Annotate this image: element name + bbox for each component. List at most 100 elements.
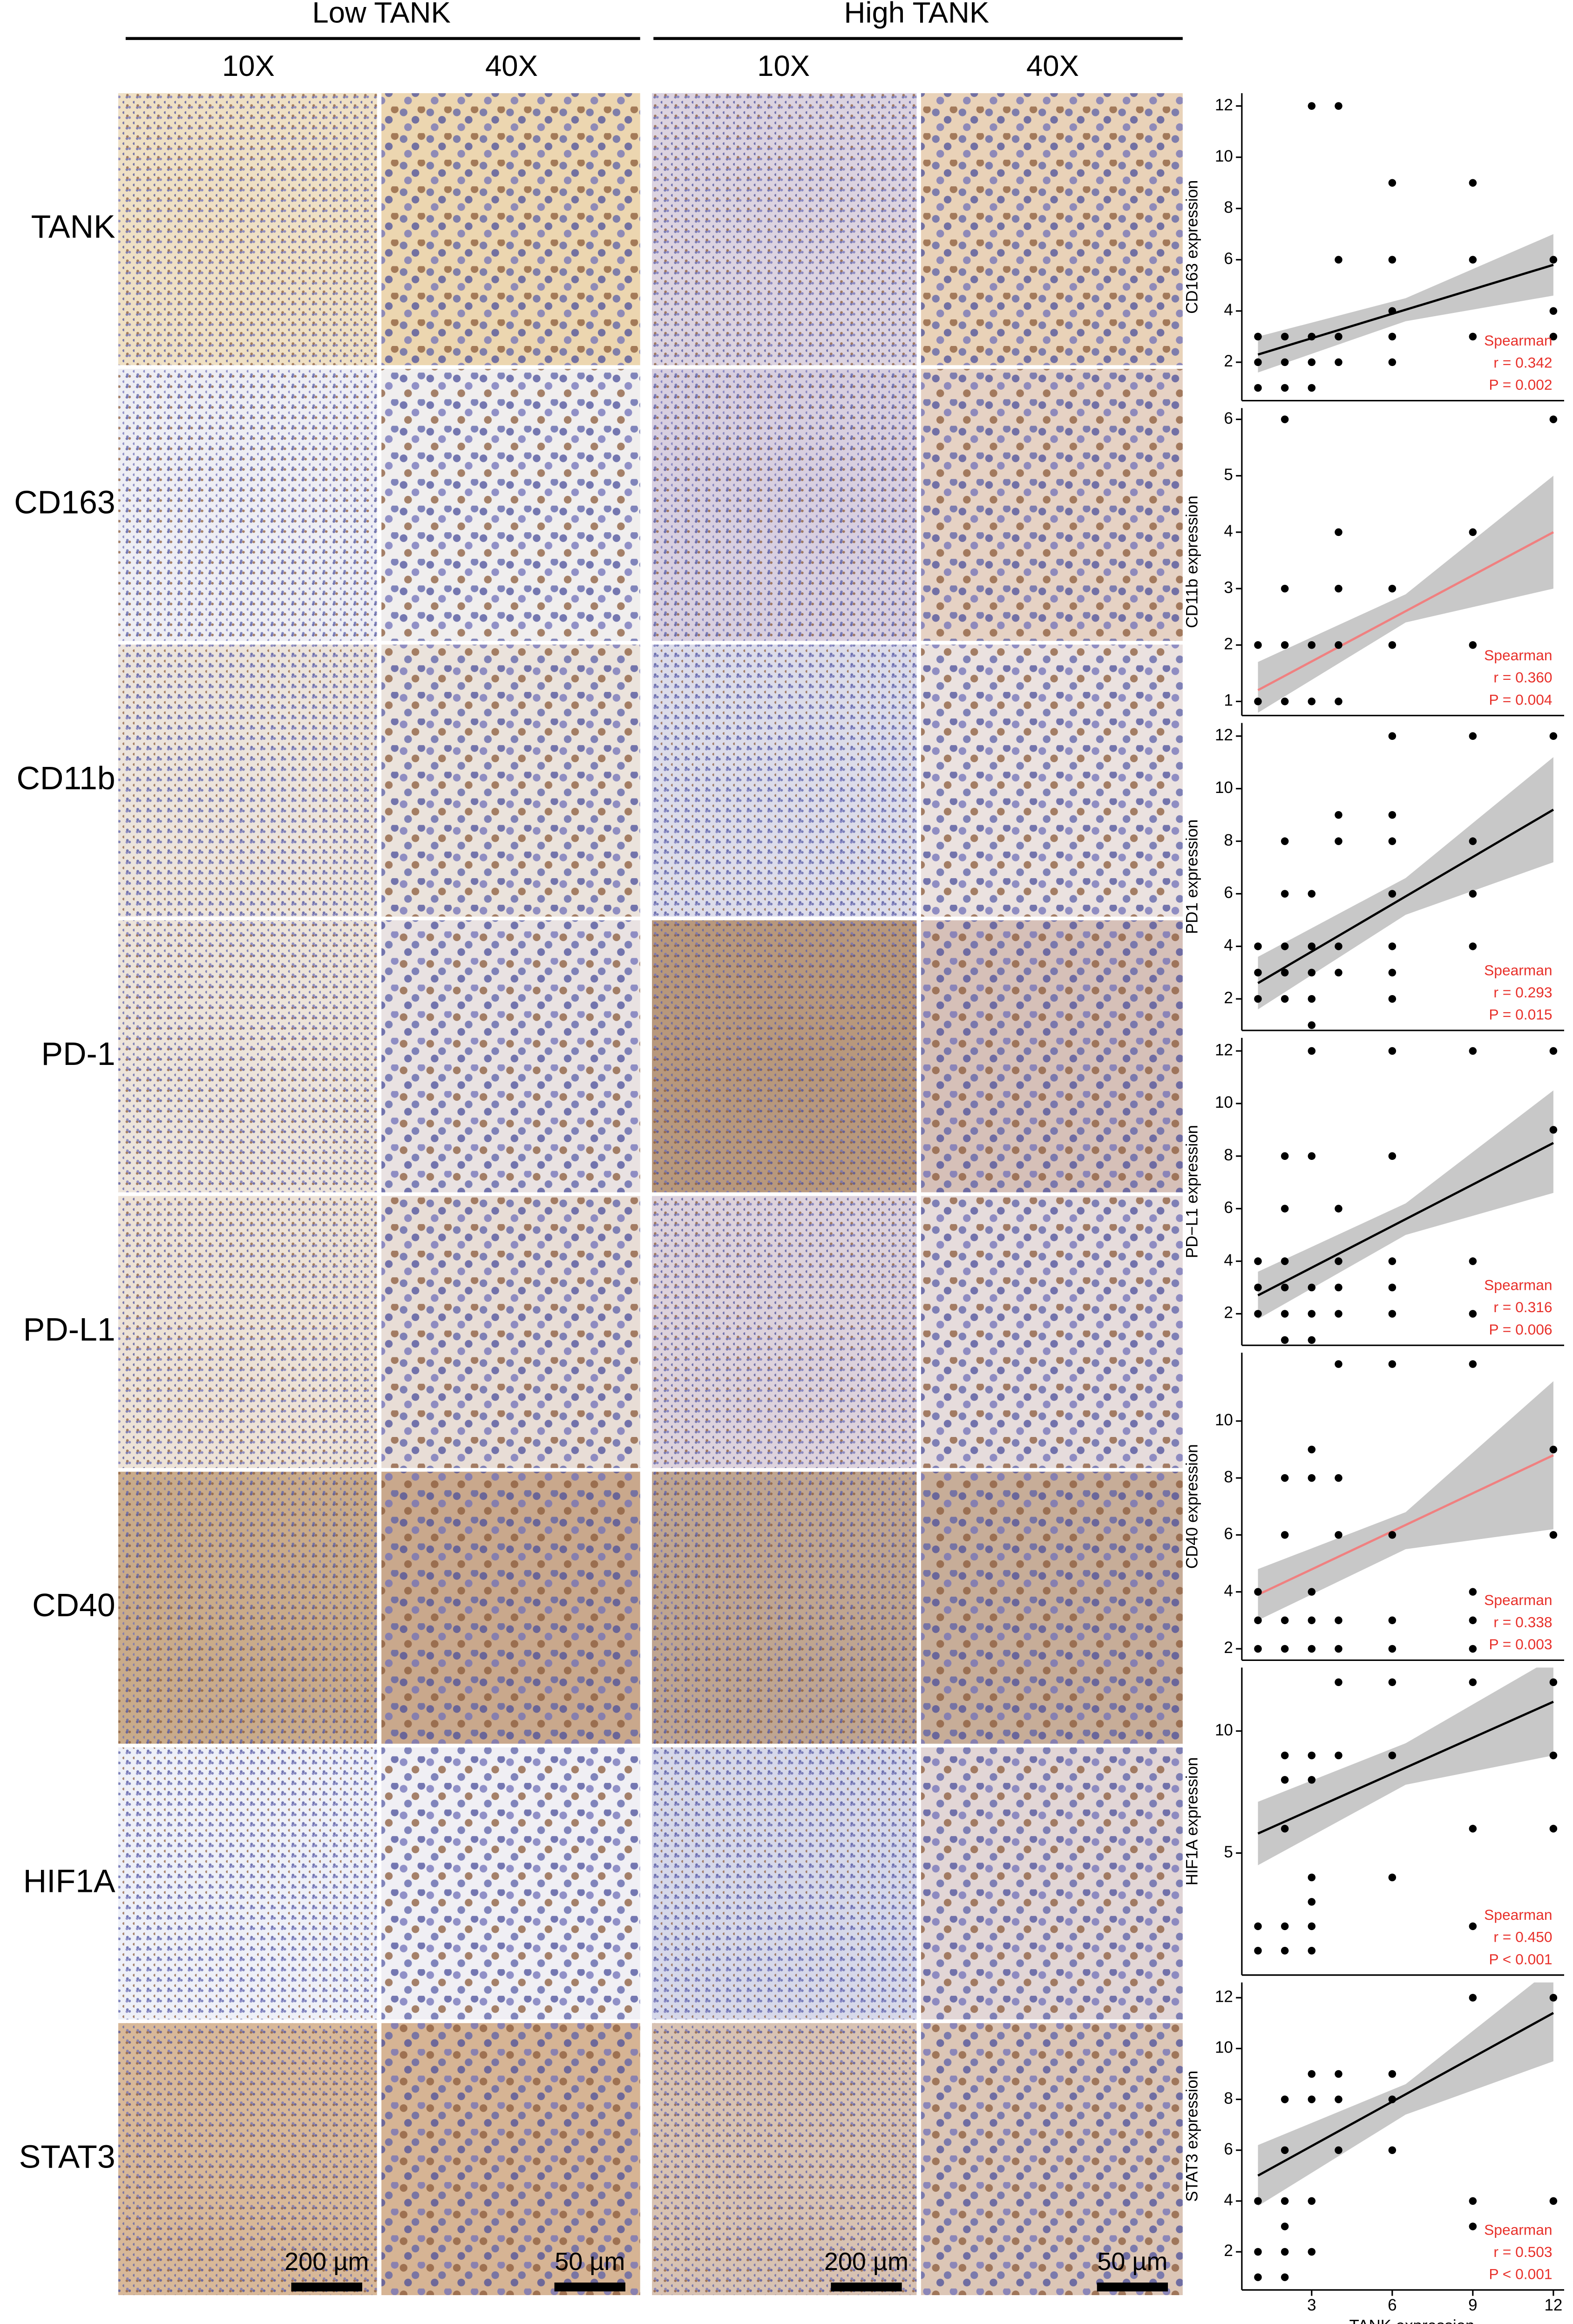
scale-bar [831, 2283, 902, 2292]
row-label: PD-1 [41, 1036, 115, 1072]
annotation: Spearman [1484, 1592, 1552, 1608]
annotation: r = 0.316 [1493, 1299, 1552, 1315]
data-point [1254, 1922, 1262, 1931]
y-tick-label: 2 [1224, 989, 1233, 1007]
data-point [1335, 811, 1342, 819]
annotation: Spearman [1484, 2221, 1552, 2238]
data-point [1281, 1645, 1289, 1653]
group-label: Low TANK [312, 0, 451, 29]
data-point [1469, 641, 1477, 649]
scale-bar [1097, 2283, 1168, 2292]
data-point [1335, 1616, 1342, 1625]
data-point [1308, 2197, 1316, 2205]
data-point [1335, 102, 1342, 110]
micrograph [118, 644, 377, 917]
data-point [1469, 1645, 1477, 1653]
fit-line [1257, 808, 1554, 984]
fit-line [1257, 531, 1554, 691]
data-point [1335, 584, 1342, 593]
scale-bar-label: 200 µm [285, 2248, 369, 2276]
data-point [1281, 698, 1289, 705]
data-point [1388, 995, 1397, 1003]
data-point [1308, 1873, 1316, 1882]
data-point [1335, 698, 1342, 705]
y-tick-label: 10 [1215, 1721, 1233, 1739]
y-axis-label: PD−L1 expression [1183, 1125, 1201, 1258]
annotation: r = 0.450 [1493, 1929, 1552, 1945]
data-point [1254, 995, 1262, 1003]
data-point [1388, 811, 1397, 819]
y-tick-label: 12 [1215, 1987, 1233, 2006]
y-tick-label: 6 [1224, 1199, 1233, 1217]
data-point [1469, 1047, 1477, 1055]
micrograph [921, 369, 1183, 641]
data-point [1549, 1751, 1558, 1760]
data-point [1281, 1474, 1289, 1482]
annotation: Spearman [1484, 1277, 1552, 1294]
confidence-band [1258, 1381, 1553, 1620]
scale-bar-label: 50 µm [1097, 2248, 1167, 2276]
confidence-band [1258, 1982, 1553, 2206]
data-point [1388, 1616, 1397, 1625]
data-point [1281, 415, 1289, 423]
data-point [1281, 969, 1289, 977]
confidence-band [1258, 1090, 1553, 1319]
y-tick-label: 12 [1215, 726, 1233, 744]
y-tick-label: 6 [1224, 250, 1233, 268]
data-point [1388, 1645, 1397, 1653]
data-point [1281, 584, 1289, 593]
micrograph [118, 1471, 377, 1744]
y-tick-label: 2 [1224, 1639, 1233, 1657]
y-tick-label: 3 [1224, 578, 1233, 596]
data-point [1254, 2273, 1262, 2281]
x-axis-label: TANK expression [1349, 2317, 1474, 2324]
annotation: r = 0.360 [1493, 669, 1552, 686]
data-point [1469, 1678, 1477, 1686]
y-tick-label: 4 [1224, 2191, 1233, 2209]
data-point [1281, 2248, 1289, 2256]
data-point [1308, 942, 1316, 950]
y-tick-label: 10 [1215, 147, 1233, 165]
data-point [1281, 2197, 1289, 2205]
y-tick-label: 10 [1215, 1093, 1233, 1111]
micrograph [118, 1747, 377, 2019]
data-point [1281, 1531, 1289, 1539]
data-point [1281, 384, 1289, 392]
data-point [1281, 1946, 1289, 1955]
data-point [1549, 332, 1558, 341]
micrograph [381, 1471, 640, 1744]
data-point [1388, 1283, 1397, 1292]
data-point [1308, 1310, 1316, 1318]
data-point [1549, 256, 1558, 264]
data-point [1254, 1588, 1262, 1596]
data-point [1469, 528, 1477, 536]
data-point [1281, 641, 1289, 649]
annotation: P = 0.002 [1489, 376, 1552, 393]
micrograph [921, 2023, 1183, 2295]
annotation: Spearman [1484, 1906, 1552, 1923]
data-point [1281, 1922, 1289, 1931]
data-point [1308, 1898, 1316, 1906]
micrograph [652, 93, 917, 366]
y-tick-label: 4 [1224, 1251, 1233, 1269]
data-point [1335, 1257, 1342, 1265]
y-tick-label: 10 [1215, 1411, 1233, 1429]
data-point [1335, 1531, 1342, 1539]
micrograph [652, 1747, 917, 2019]
fit-line [1257, 1454, 1554, 1596]
magnification-label: 10X [222, 50, 275, 82]
x-tick-label: 9 [1468, 2296, 1477, 2314]
data-point [1469, 1360, 1477, 1368]
micrograph [652, 1196, 917, 1468]
data-point [1469, 332, 1477, 341]
y-tick-label: 5 [1224, 1843, 1233, 1861]
y-axis-label: STAT3 expression [1183, 2071, 1201, 2202]
data-point [1335, 1283, 1342, 1292]
micrograph [381, 2023, 640, 2295]
x-tick-label: 12 [1544, 2296, 1562, 2314]
data-point [1388, 1678, 1397, 1686]
y-axis-label: CD163 expression [1183, 180, 1201, 314]
data-point [1549, 307, 1558, 315]
annotation: P = 0.003 [1489, 1636, 1552, 1653]
data-point [1281, 1751, 1289, 1760]
